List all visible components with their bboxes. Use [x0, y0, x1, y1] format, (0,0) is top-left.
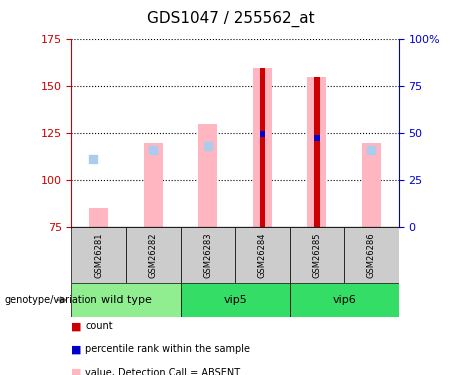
Bar	[290, 227, 344, 283]
Bar	[235, 227, 290, 283]
Bar	[290, 283, 399, 317]
Text: ■: ■	[71, 321, 82, 331]
Text: GSM26284: GSM26284	[258, 232, 267, 278]
Bar	[198, 124, 218, 227]
Bar	[71, 227, 126, 283]
Text: ■: ■	[71, 368, 82, 375]
Bar	[253, 68, 272, 227]
Text: vip6: vip6	[332, 295, 356, 305]
Bar	[71, 283, 181, 317]
Bar	[362, 142, 381, 227]
Bar	[126, 227, 181, 283]
Bar	[144, 142, 163, 227]
Point	[368, 147, 375, 153]
Text: count: count	[85, 321, 113, 331]
Bar	[307, 77, 326, 227]
Text: genotype/variation: genotype/variation	[5, 295, 97, 305]
Point	[204, 143, 212, 149]
Text: value, Detection Call = ABSENT: value, Detection Call = ABSENT	[85, 368, 240, 375]
Bar	[314, 135, 319, 141]
Text: ■: ■	[71, 345, 82, 354]
Text: GSM26282: GSM26282	[149, 232, 158, 278]
Bar	[314, 77, 319, 227]
Bar	[181, 283, 290, 317]
Text: GSM26286: GSM26286	[367, 232, 376, 278]
Text: GDS1047 / 255562_at: GDS1047 / 255562_at	[147, 11, 314, 27]
Text: GSM26281: GSM26281	[94, 232, 103, 278]
Text: percentile rank within the sample: percentile rank within the sample	[85, 345, 250, 354]
Point	[89, 156, 97, 162]
Text: GSM26283: GSM26283	[203, 232, 213, 278]
Bar	[260, 131, 265, 137]
Point	[149, 147, 157, 153]
Bar	[344, 227, 399, 283]
Bar	[181, 227, 235, 283]
Text: GSM26285: GSM26285	[313, 232, 321, 278]
Bar	[89, 208, 108, 227]
Bar	[260, 68, 265, 227]
Text: vip5: vip5	[223, 295, 247, 305]
Text: wild type: wild type	[100, 295, 152, 305]
